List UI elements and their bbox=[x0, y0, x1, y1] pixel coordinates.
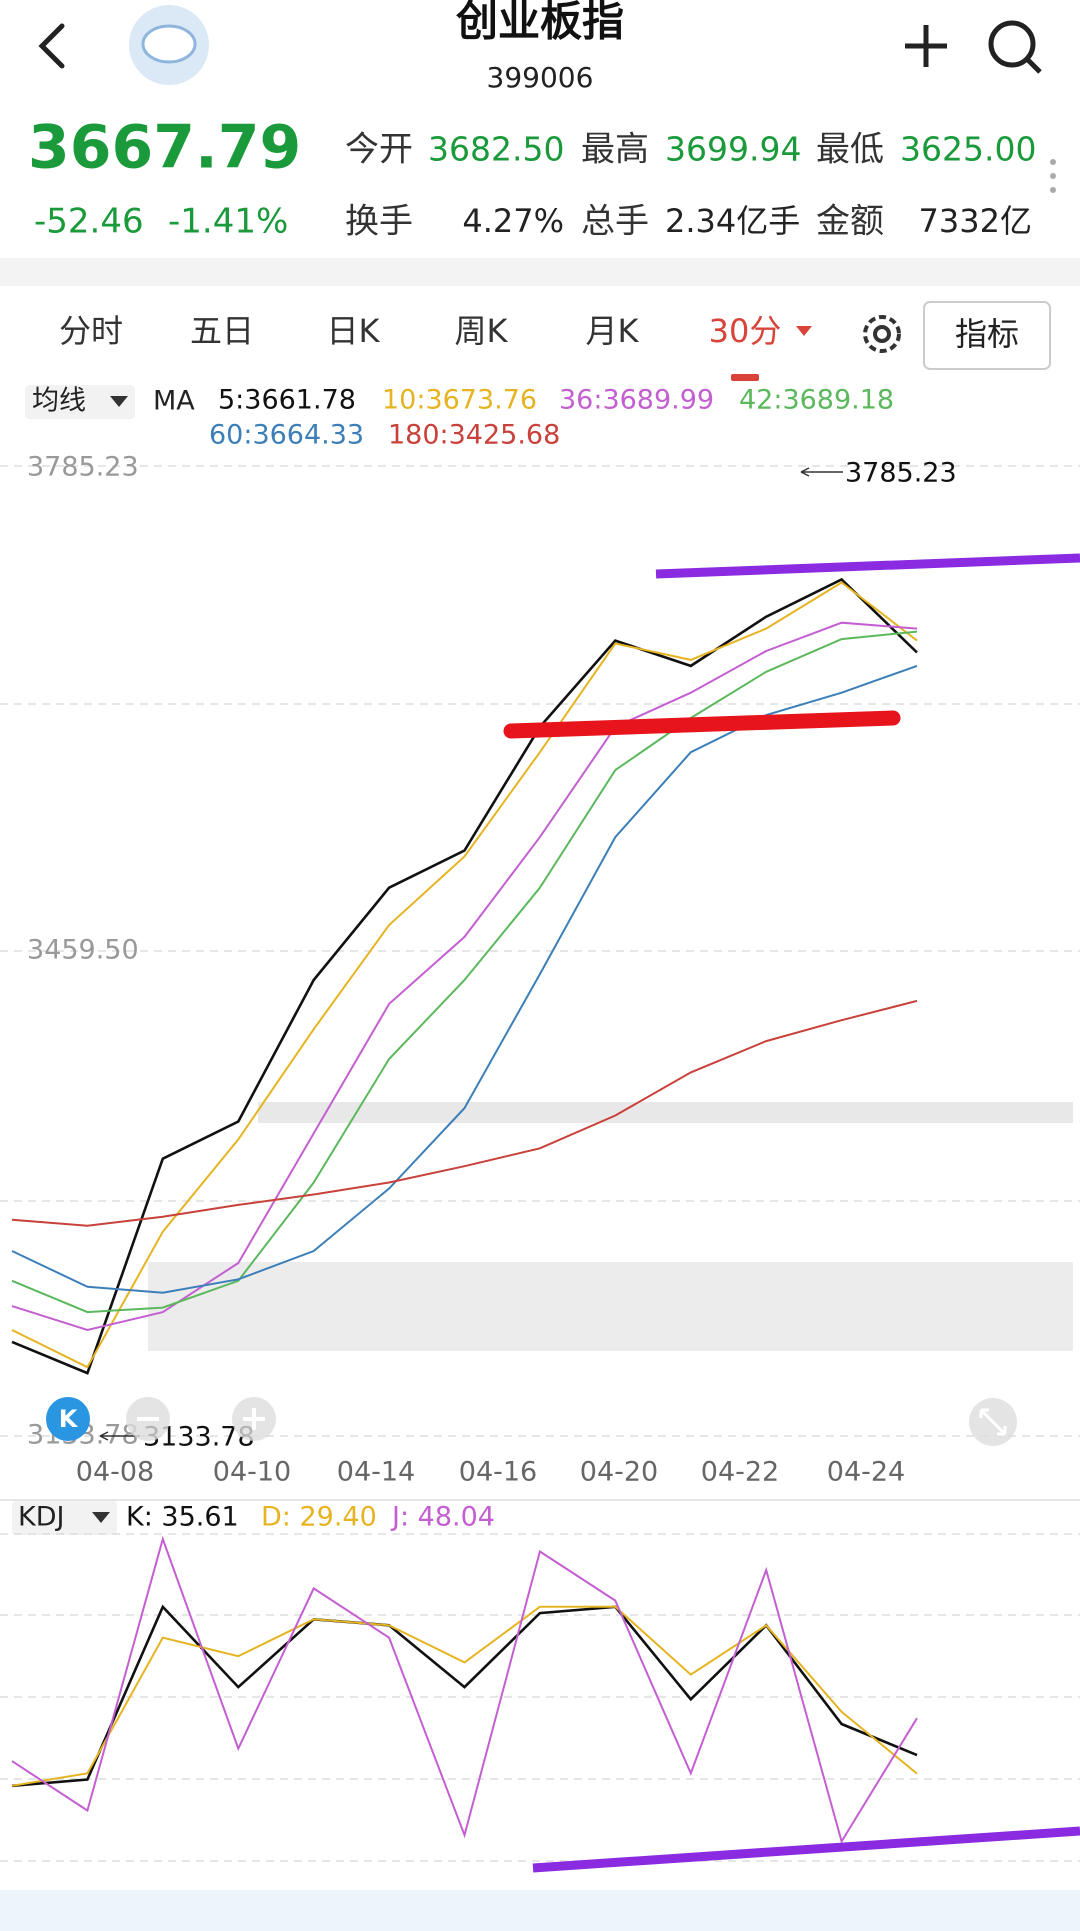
stat-value: 3682.50 bbox=[428, 130, 564, 169]
stat-value: 3699.94 bbox=[665, 130, 801, 169]
tab[interactable]: 月K bbox=[586, 312, 640, 350]
change-pct: -1.41% bbox=[168, 202, 288, 242]
x-tick-label: 04-16 bbox=[459, 1457, 537, 1488]
legend-entry: 60:3664.33 bbox=[209, 420, 364, 451]
search-button[interactable] bbox=[988, 20, 1042, 74]
x-tick-label: 04-20 bbox=[580, 1457, 658, 1488]
x-tick-label: 04-10 bbox=[213, 1457, 291, 1488]
tab[interactable]: 周K bbox=[455, 312, 509, 350]
ma-menu[interactable] bbox=[25, 385, 135, 419]
high-marker-label: 3785.23 bbox=[845, 458, 957, 489]
bottom-bar bbox=[0, 1890, 1080, 1931]
x-tick-label: 04-14 bbox=[337, 1457, 415, 1488]
zoom-in-icon bbox=[243, 1408, 265, 1430]
stat-value: 4.27% bbox=[462, 202, 564, 240]
legend-entry: J: 48.04 bbox=[390, 1502, 495, 1533]
settings-button[interactable] bbox=[863, 315, 901, 353]
add-button[interactable] bbox=[905, 25, 947, 67]
drawn-trend-line bbox=[532, 1826, 1080, 1873]
stat-label: 换手 bbox=[345, 202, 413, 242]
ma-prefix: MA bbox=[153, 386, 195, 417]
back-button[interactable] bbox=[38, 23, 65, 69]
tab[interactable]: 日K bbox=[327, 312, 381, 350]
series-line bbox=[11, 577, 918, 1375]
title: 创业板指 bbox=[456, 0, 624, 46]
more-dot[interactable] bbox=[1050, 159, 1056, 165]
legend-entry: 10:3673.76 bbox=[382, 385, 537, 416]
tab-underline bbox=[731, 374, 759, 381]
drawn-support-line bbox=[503, 710, 901, 739]
more-dot[interactable] bbox=[1050, 187, 1056, 193]
tab[interactable]: 分时 bbox=[59, 312, 123, 350]
ma-menu-arrow bbox=[110, 396, 128, 407]
series-line bbox=[11, 581, 918, 1369]
tab-bar: 分时 五日 日K 周K 月K 30分 bbox=[59, 312, 812, 381]
x-tick-label: 04-22 bbox=[701, 1457, 779, 1488]
series-line bbox=[11, 630, 918, 1314]
low-marker-arrow bbox=[99, 1431, 140, 1441]
k-button-icon: K bbox=[59, 1405, 79, 1433]
stat-value: 7332亿 bbox=[919, 202, 1032, 240]
gear-teeth bbox=[863, 315, 901, 353]
legend-entry: 42:3689.18 bbox=[739, 385, 894, 416]
legend-entry: 5:3661.78 bbox=[218, 385, 356, 416]
tab[interactable]: 30分 bbox=[709, 312, 782, 350]
kdj-plot bbox=[0, 1533, 1080, 1862]
stat-label: 总手 bbox=[581, 202, 649, 242]
stat-label: 最高 bbox=[581, 130, 649, 170]
series-line bbox=[11, 999, 918, 1227]
series-line bbox=[11, 1605, 918, 1787]
search-icon bbox=[988, 20, 1036, 68]
stats: 今开 3682.50 最高 3699.94 最低 3625.00 换手 4.27% 总手 2.34… bbox=[345, 130, 1036, 242]
code: 399006 bbox=[487, 61, 594, 94]
main-plot: 3785.233459.503133.7804-0804-1004-1404-1… bbox=[0, 451, 1080, 1488]
shade-band bbox=[258, 1102, 1073, 1123]
high-marker-arrow bbox=[800, 467, 843, 477]
stat-value: 3625.00 bbox=[900, 130, 1036, 169]
series-line bbox=[11, 1535, 918, 1844]
gear-center bbox=[873, 325, 891, 343]
search-handle bbox=[1025, 57, 1042, 74]
separator bbox=[0, 258, 1080, 286]
kdj-menu-label: KDJ bbox=[18, 1502, 64, 1533]
shade-band bbox=[148, 1262, 1073, 1351]
change: -52.46 bbox=[34, 202, 144, 242]
tab-dropdown-arrow bbox=[796, 326, 812, 336]
series-line bbox=[11, 621, 918, 1332]
x-tick-label: 04-08 bbox=[76, 1457, 154, 1488]
y-tick-label: 3785.23 bbox=[27, 451, 139, 482]
avatar-face bbox=[141, 24, 197, 64]
stat-label: 最低 bbox=[816, 130, 884, 170]
indicator-button-label: 指标 bbox=[955, 315, 1019, 353]
ma-menu-label: 均线 bbox=[32, 386, 86, 417]
kdj-menu-arrow bbox=[92, 1512, 110, 1523]
drawn-resistance-line bbox=[655, 553, 1080, 579]
kdj-menu[interactable] bbox=[12, 1501, 117, 1535]
legend-entry: 180:3425.68 bbox=[388, 420, 560, 451]
x-tick-label: 04-24 bbox=[827, 1457, 905, 1488]
fullscreen-icon bbox=[979, 1408, 1007, 1436]
stat-label: 金额 bbox=[816, 202, 884, 242]
tab[interactable]: 五日 bbox=[190, 312, 254, 350]
indicator-button[interactable] bbox=[923, 301, 1051, 370]
legend-entry: 36:3689.99 bbox=[559, 385, 714, 416]
more-dot[interactable] bbox=[1050, 173, 1056, 179]
legend-entry: K: 35.61 bbox=[126, 1502, 239, 1533]
y-tick-label: 3459.50 bbox=[27, 935, 139, 966]
stat-value: 2.34亿手 bbox=[665, 202, 800, 240]
stat-label: 今开 bbox=[345, 130, 413, 170]
k-button[interactable] bbox=[46, 1397, 90, 1441]
price: 3667.79 bbox=[28, 113, 301, 183]
legend-entry: D: 29.40 bbox=[261, 1502, 377, 1533]
